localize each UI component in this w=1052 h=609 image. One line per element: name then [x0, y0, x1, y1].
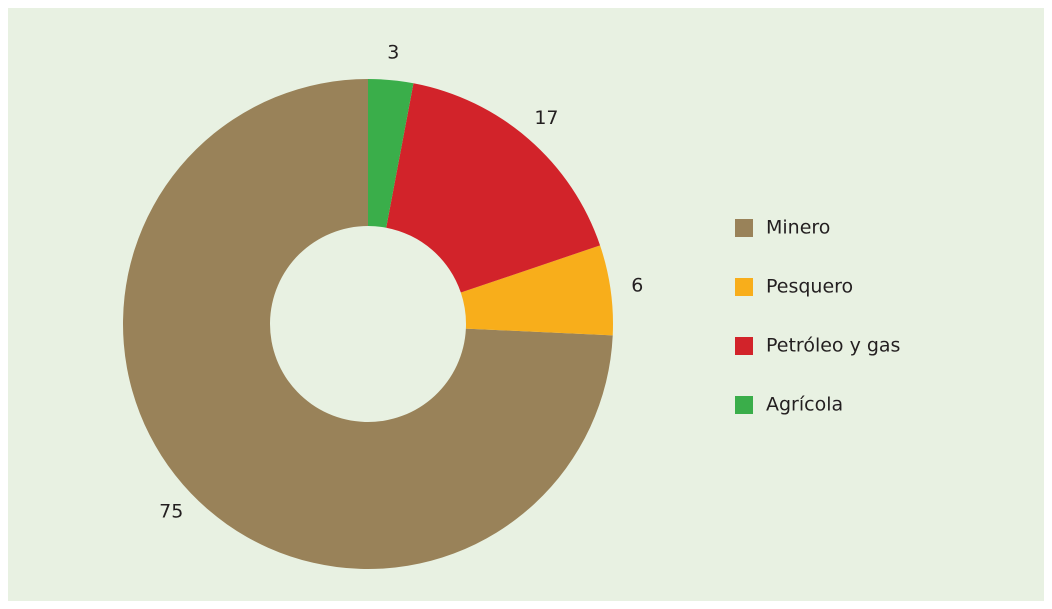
- donut-slice: [122, 79, 613, 569]
- data-label: 6: [631, 275, 643, 297]
- legend-swatch: [735, 396, 753, 414]
- legend-swatch: [735, 219, 753, 237]
- data-label: 75: [159, 500, 183, 522]
- data-label: 17: [534, 107, 558, 129]
- legend-label: Petróleo y gas: [766, 335, 900, 357]
- donut-slice: [386, 83, 601, 293]
- legend-label: Agrícola: [766, 394, 843, 416]
- data-label: 3: [387, 42, 399, 64]
- legend-swatch: [735, 337, 753, 355]
- donut-slice: [460, 245, 613, 336]
- donut-slice: [368, 79, 414, 228]
- legend-label: Minero: [766, 217, 830, 239]
- legend-label: Pesquero: [766, 276, 853, 298]
- legend-swatch: [735, 278, 753, 296]
